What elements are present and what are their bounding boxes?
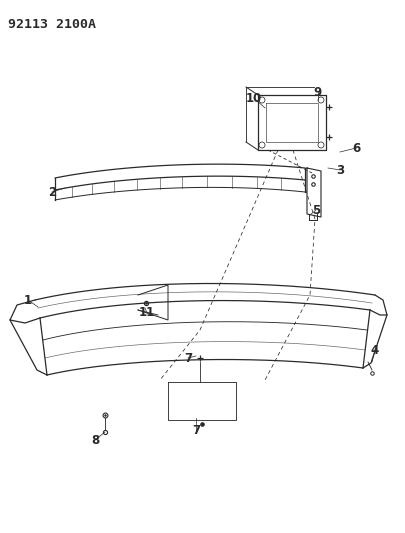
Text: 8: 8 (91, 433, 99, 447)
Text: 1: 1 (24, 294, 32, 306)
Text: 2: 2 (48, 185, 56, 198)
Text: 7: 7 (183, 351, 192, 365)
Text: 92113 2100A: 92113 2100A (8, 18, 96, 31)
Text: 11: 11 (139, 306, 155, 319)
Text: 7: 7 (192, 424, 200, 437)
Text: 4: 4 (370, 343, 378, 357)
Text: 10: 10 (245, 92, 262, 104)
Text: 9: 9 (313, 85, 321, 99)
Text: 3: 3 (335, 164, 343, 176)
Text: 5: 5 (311, 204, 319, 216)
Text: 6: 6 (351, 141, 359, 155)
